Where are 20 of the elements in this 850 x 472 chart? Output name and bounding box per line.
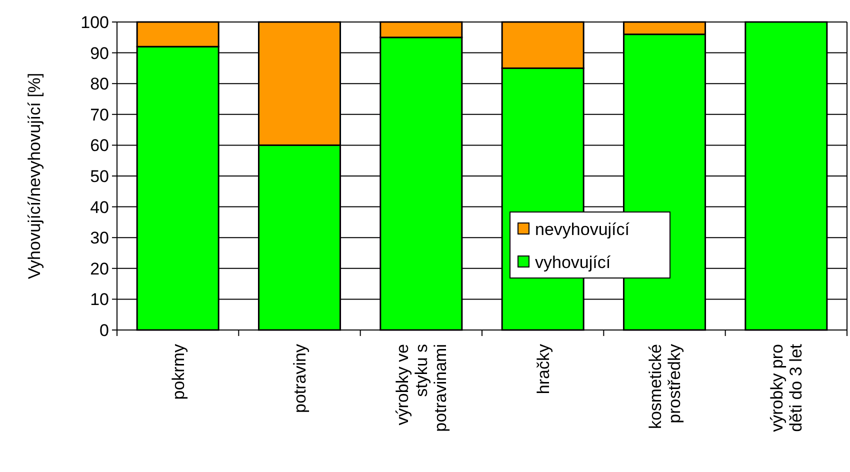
y-tick-label: 50 [90, 166, 109, 186]
x-tick-label: pokrmy [168, 344, 188, 400]
y-tick-label: 30 [90, 228, 109, 248]
y-tick-label: 70 [90, 105, 109, 124]
x-tick-label: potraviny [290, 344, 310, 413]
legend-label: vyhovující [535, 252, 611, 272]
x-tick-label: hračky [534, 344, 553, 394]
y-tick-label: 100 [80, 12, 109, 32]
legend-label: nevyhovující [535, 220, 630, 239]
y-tick-label: 20 [90, 259, 109, 278]
y-tick-label: 80 [90, 74, 109, 94]
y-axis-title: Vyhovující/nevyhovující [%] [25, 72, 44, 280]
y-tick-label: 0 [100, 320, 109, 340]
x-tick-label: výrobky pro děti do 3 let [768, 344, 806, 432]
y-tick-label: 40 [90, 198, 109, 217]
x-tick-label: výrobky ve styku s potravinami [393, 344, 450, 432]
y-tick-label: 90 [90, 44, 109, 63]
x-tick-label: kosmetické prostředky [646, 344, 684, 430]
y-tick-label: 60 [90, 136, 109, 156]
y-tick-label: 10 [90, 290, 109, 310]
